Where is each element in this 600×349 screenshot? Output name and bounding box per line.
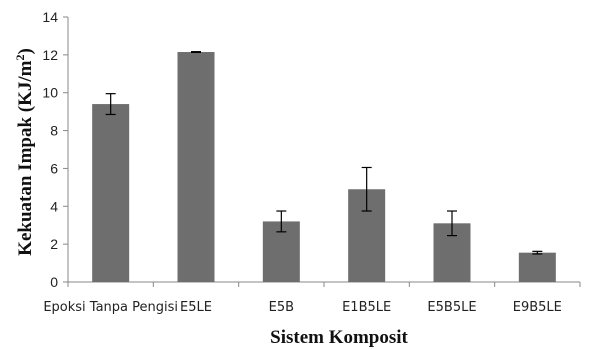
error-bar <box>361 166 372 212</box>
y-tick-label: 10 <box>42 85 58 101</box>
y-tick-label: 14 <box>42 9 58 25</box>
y-axis-title: Kekuatan Impak (KJ/m2) <box>13 48 36 256</box>
error-bar <box>105 93 116 116</box>
x-tick-label: E5B5LE <box>427 300 476 315</box>
y-axis-title-tail: ) <box>15 48 36 54</box>
bars <box>92 52 556 283</box>
x-tick-label: E9B5LE <box>513 300 562 315</box>
bar-epoksi-tanpa-pengisi <box>92 104 130 282</box>
error-bars <box>105 51 543 255</box>
y-tick-label: 12 <box>42 47 58 63</box>
x-tick-label: E1B5LE <box>342 300 391 315</box>
error-bar <box>447 210 457 237</box>
bar-e5le <box>177 52 215 283</box>
x-axis-title: Sistem Komposit <box>270 327 408 348</box>
y-axis: 0 2 4 6 8 10 12 14 <box>42 9 69 290</box>
y-tick-label: 6 <box>50 160 58 176</box>
x-tick-label: E5LE <box>180 300 212 315</box>
x-tick-label: E5B <box>269 300 294 315</box>
error-bar <box>276 210 287 233</box>
x-tick-label: Epoksi Tanpa Pengisi <box>43 300 178 315</box>
y-tick-label: 4 <box>50 198 58 214</box>
y-axis-title-main: Kekuatan Impak (KJ/m <box>15 60 36 255</box>
y-axis-title-sup: 2 <box>13 55 27 61</box>
error-bar <box>532 250 543 255</box>
error-bar <box>191 51 201 53</box>
bar-e9b5le <box>518 252 556 282</box>
y-tick-label: 0 <box>50 274 58 290</box>
x-axis <box>67 281 581 287</box>
y-tick-label: 8 <box>50 123 58 139</box>
y-tick-label: 2 <box>50 236 58 252</box>
x-tick-labels: Epoksi Tanpa Pengisi E5LE E5B E1B5LE E5B5LE E… <box>43 300 562 315</box>
